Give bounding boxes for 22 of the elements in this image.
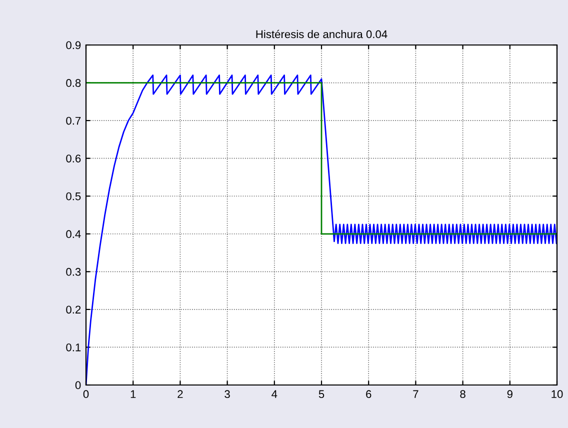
x-tick-label: 3 <box>224 390 230 398</box>
y-tick-label: 0.3 <box>66 268 81 276</box>
y-tick-label: 0.5 <box>66 192 81 200</box>
y-tick-label: 0.9 <box>66 41 81 50</box>
chart-title: Histéresis de anchura 0.04 <box>256 30 388 38</box>
x-tick-label: 4 <box>272 390 278 398</box>
y-tick-label: 0.6 <box>66 154 81 162</box>
x-tick-label: 7 <box>413 390 418 398</box>
y-tick-label: 0.4 <box>66 230 81 238</box>
y-tick-label: 0.1 <box>66 343 81 352</box>
y-tick-label: 0.7 <box>66 116 81 125</box>
y-tick-label: 0.2 <box>66 306 81 314</box>
x-tick-label: 5 <box>318 390 324 398</box>
x-tick-label: 9 <box>507 390 512 398</box>
x-tick-label: 8 <box>460 390 466 398</box>
x-tick-label: 10 <box>552 390 563 398</box>
x-tick-label: 2 <box>178 390 183 398</box>
x-tick-label: 1 <box>130 390 136 398</box>
x-tick-label: 6 <box>366 390 372 398</box>
x-tick-label: 0 <box>83 390 89 398</box>
y-tick-label: 0 <box>75 381 81 390</box>
y-tick-label: 0.8 <box>66 79 81 87</box>
